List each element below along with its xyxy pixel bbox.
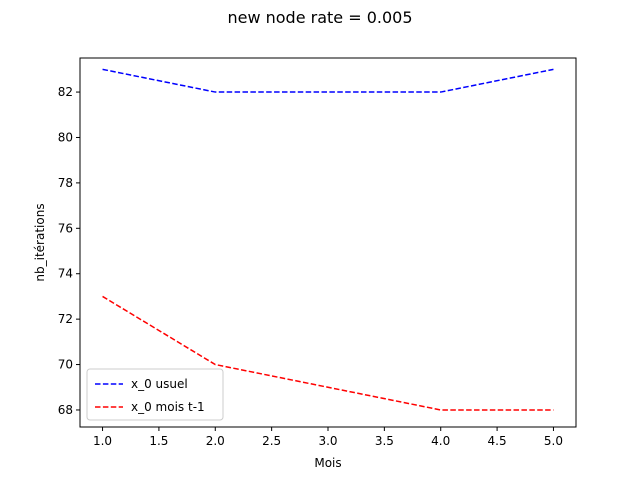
legend-label: x_0 mois t-1: [131, 400, 205, 414]
x-tick-label: 2.0: [206, 434, 225, 448]
y-axis-label: nb_itérations: [33, 203, 47, 281]
x-tick-label: 3.0: [318, 434, 337, 448]
y-axis: 68 70 72 74 76 78 80 82: [58, 85, 80, 417]
x-axis: 1.0 1.5 2.0 2.5 3.0 3.5 4.0 4.5 5.0: [93, 427, 563, 448]
x-tick-label: 4.0: [431, 434, 450, 448]
x-tick-label: 2.5: [262, 434, 281, 448]
x-tick-label: 4.5: [488, 434, 507, 448]
series-group: [102, 68, 554, 411]
x-tick-label: 1.5: [149, 434, 168, 448]
y-tick-label: 72: [58, 312, 73, 326]
x-tick-label: 5.0: [544, 434, 563, 448]
x-tick-label: 1.0: [93, 434, 112, 448]
legend: x_0 usuel x_0 mois t-1: [86, 368, 224, 421]
y-tick-label: 70: [58, 358, 73, 372]
y-tick-label: 80: [58, 130, 73, 144]
y-tick-label: 76: [58, 221, 73, 235]
legend-label: x_0 usuel: [131, 377, 188, 391]
series-line-2: [102, 295, 554, 411]
y-tick-label: 82: [58, 85, 73, 99]
x-axis-label: Mois: [314, 456, 341, 470]
chart-title: new node rate = 0.005: [227, 8, 412, 27]
y-tick-label: 78: [58, 176, 73, 190]
y-tick-label: 74: [58, 267, 73, 281]
x-tick-label: 3.5: [375, 434, 394, 448]
y-tick-label: 68: [58, 403, 73, 417]
